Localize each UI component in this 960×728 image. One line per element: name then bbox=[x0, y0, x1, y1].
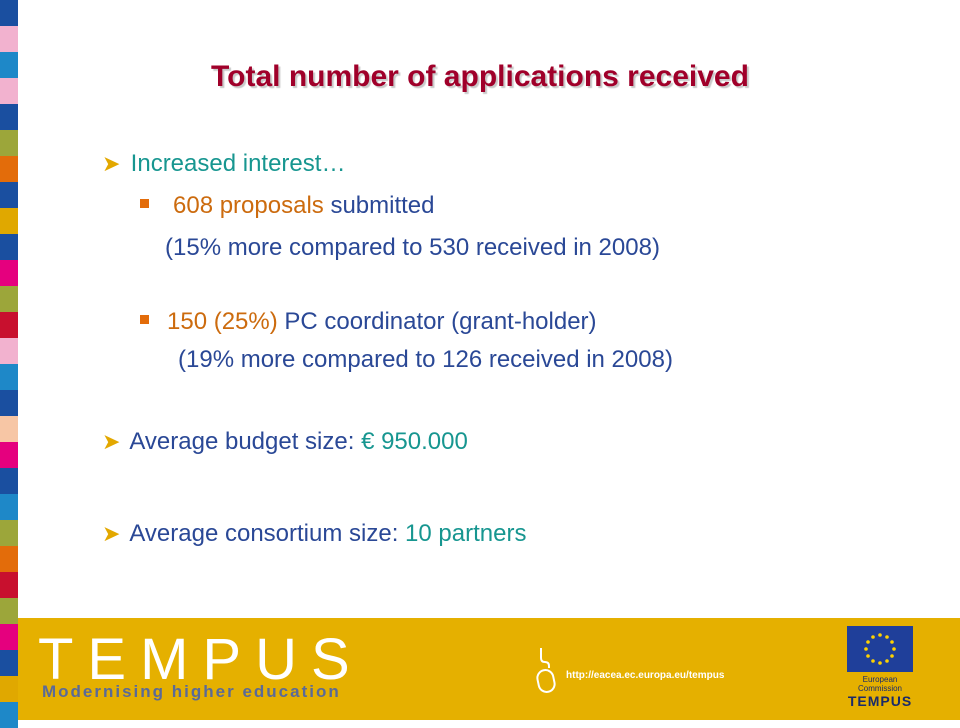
tempus-logo: TEMPUS bbox=[38, 627, 364, 692]
consortium-value: 10 partners bbox=[405, 520, 527, 547]
arrow-bullet-icon: ➤ bbox=[102, 521, 121, 546]
bullet-text: PC coordinator (grant-holder) bbox=[277, 308, 597, 335]
budget-label: Average budget size: bbox=[129, 428, 362, 455]
bullet-increased-interest: ➤ Increased interest… bbox=[102, 150, 345, 178]
highlight-value: 150 (25%) bbox=[167, 308, 278, 335]
ec-program-name: TEMPUS bbox=[847, 693, 913, 709]
bullet-text: submitted bbox=[323, 192, 435, 219]
proposals-continuation: (15% more compared to 530 received in 20… bbox=[165, 234, 660, 261]
square-bullet-icon bbox=[140, 315, 149, 325]
hook-icon bbox=[536, 648, 556, 693]
website-link[interactable]: http://eacea.ec.europa.eu/tempus bbox=[566, 670, 725, 681]
arrow-bullet-icon: ➤ bbox=[102, 151, 121, 176]
sub-bullet-coordinators: 150 (25%) PC coordinator (grant-holder) bbox=[140, 308, 597, 336]
consortium-label: Average consortium size: bbox=[129, 520, 406, 547]
european-commission-logo: European Commission TEMPUS bbox=[842, 626, 918, 714]
sub-bullet-proposals: 608 proposals submitted bbox=[140, 192, 435, 220]
footer-banner: TEMPUS Modernising higher education http… bbox=[18, 618, 960, 720]
ec-label: European Commission bbox=[857, 675, 902, 693]
slide-title: Total number of applications received bbox=[211, 60, 749, 93]
square-bullet-icon bbox=[140, 199, 149, 209]
bullet-average-budget: ➤ Average budget size: € 950.000 bbox=[102, 428, 468, 456]
decorative-color-stripe bbox=[0, 0, 18, 728]
highlight-value: 608 proposals bbox=[173, 192, 324, 219]
coordinators-continuation: (19% more compared to 126 received in 20… bbox=[178, 346, 673, 373]
bullet-text: Increased interest… bbox=[130, 150, 346, 177]
eu-flag-icon bbox=[847, 626, 913, 672]
arrow-bullet-icon: ➤ bbox=[102, 429, 121, 454]
bullet-average-consortium: ➤ Average consortium size: 10 partners bbox=[102, 520, 526, 548]
tempus-tagline: Modernising higher education bbox=[42, 682, 341, 701]
budget-value: € 950.000 bbox=[361, 428, 468, 455]
